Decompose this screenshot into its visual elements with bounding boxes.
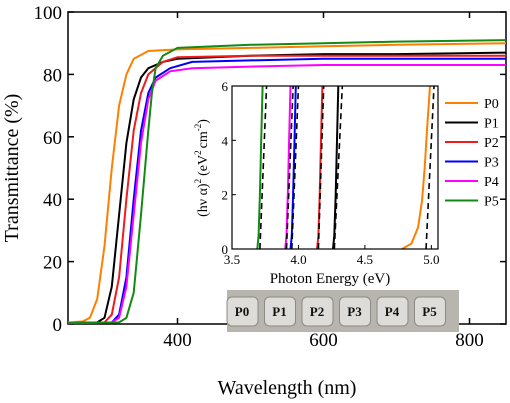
inset-x-tick-label: 3.5 [224,252,240,267]
inset-axis-ticks: 3.5 4.0 4.5 5.0 0 2 4 6 [222,79,440,267]
sample-chip-label-p0: P0 [235,304,249,319]
legend-label-p3: P3 [484,156,499,171]
main-series-p5 [67,39,507,325]
sample-chip-label-p1: P1 [272,304,286,319]
inset-x-tick-label: 4.0 [290,252,306,267]
main-series-p1 [67,51,507,325]
inset-x-tick-label: 5.0 [423,252,439,267]
inset-legend: P0 P1 P2 P3 P4 P5 [445,97,499,210]
legend-label-p0: P0 [484,97,499,112]
inset-y-label-unit-close: ) [196,119,211,124]
main-x-tick-label: 400 [163,330,192,351]
sample-chip-p4 [376,296,409,327]
inset-fit-p5 [259,85,268,250]
main-series-p0 [67,42,507,324]
main-y-tick-label: 80 [43,65,62,86]
legend-label-p1: P1 [484,117,499,132]
main-y-tick-label: 100 [34,3,63,24]
inset-series-p1 [332,85,340,250]
main-y-axis-label: Transmittance (%) [1,94,23,243]
legend-label-p2: P2 [484,136,499,151]
inset-series-p0 [401,85,431,250]
inset-y-axis-label: (hν α)2(eV2cm-2) [193,119,211,217]
main-series-p2 [67,54,506,325]
sample-chip-p3 [339,296,371,327]
inset-y-label-unit-cm: cm [196,131,211,148]
main-y-tick-label: 0 [53,315,63,336]
sample-chip-p0 [226,296,259,327]
main-y-tick-label: 20 [43,253,62,274]
inset-fit-p1 [333,85,344,250]
sample-chip-label-p4: P4 [385,304,400,319]
sample-chip-label-p5: P5 [422,304,437,319]
main-y-tick-label: 60 [43,128,62,149]
inset-plot-frame [231,85,439,250]
sample-chip-label-p3: P3 [347,304,362,319]
sample-chip-p5 [414,296,446,327]
sample-chip-p2 [301,296,334,327]
legend-label-p5: P5 [484,195,499,210]
inset-y-label-main: (hν α) [196,183,211,217]
main-x-tick-label: 800 [455,330,484,351]
main-y-tick-label: 40 [43,190,62,211]
inset-y-tick-label: 2 [222,188,229,203]
inset-x-tick-label: 4.5 [357,252,373,267]
inset-y-label-sup-neg2: -2 [193,124,203,132]
inset-fit-p3 [291,85,300,250]
inset-series-p4 [284,85,292,250]
main-x-axis-label: Wavelength (nm) [218,377,357,399]
inset-y-tick-label: 4 [222,133,229,148]
inset-y-label-unit-open: (eV [196,155,211,176]
inset-fit-p4 [285,85,294,250]
main-x-tick-label: 600 [309,330,338,351]
inset-y-label-sup-2a: 2 [193,179,203,184]
inset-series-group [256,85,435,250]
sample-chip-label-p2: P2 [310,304,324,319]
sample-photo: P0 P1 P2 P3 P4 P5 [226,290,459,332]
main-series-group [67,39,507,325]
sample-chips: P0 P1 P2 P3 P4 P5 [226,296,446,327]
inset-series-p5 [256,85,264,250]
inset-fit-p0 [425,85,435,250]
inset-y-tick-label: 0 [222,242,229,257]
inset-x-axis-label: Photon Energy (eV) [270,271,391,287]
legend-label-p4: P4 [484,175,499,190]
sample-chip-p1 [264,296,296,327]
inset-series-p3 [289,85,297,250]
inset-y-tick-label: 6 [222,79,229,94]
inset-fit-p2 [317,85,325,250]
inset-y-label-sup-2b: 2 [193,150,203,155]
